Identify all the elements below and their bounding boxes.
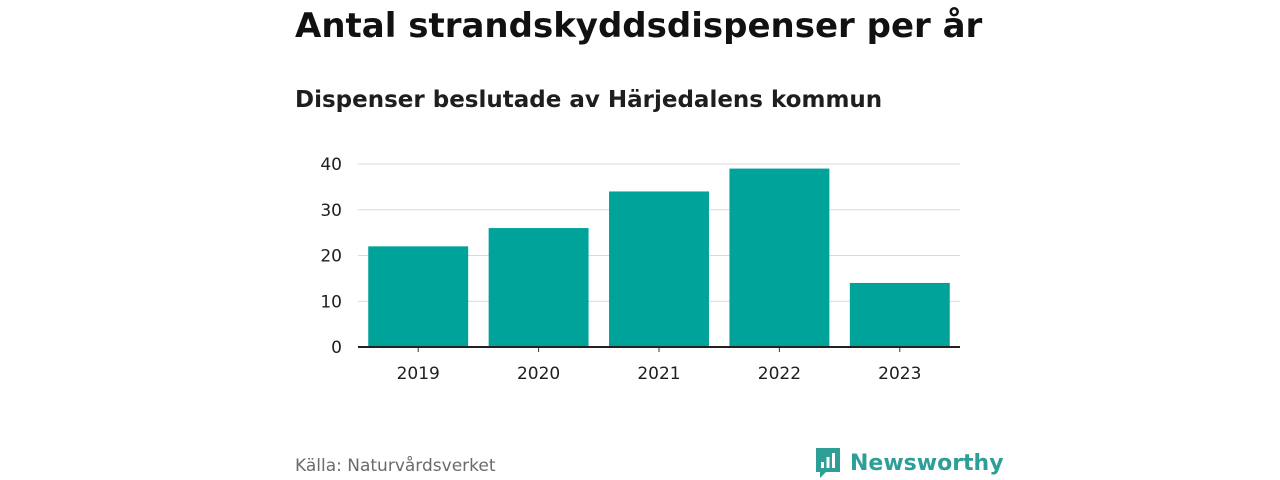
y-tick-label: 40: [320, 155, 342, 175]
chart-badge-icon: [816, 448, 840, 478]
y-tick-label: 10: [320, 292, 342, 312]
chart-subtitle: Dispenser beslutade av Härjedalens kommu…: [295, 87, 883, 113]
bar-2021: [609, 191, 709, 347]
x-tick-label: 2019: [397, 364, 440, 384]
newsworthy-logo: Newsworthy: [814, 446, 1004, 480]
y-tick-label: 20: [320, 247, 342, 267]
x-tick-label: 2021: [637, 364, 680, 384]
bar-2022: [729, 168, 830, 347]
bar-2023: [849, 282, 950, 347]
brand-name: Newsworthy: [850, 450, 1004, 476]
chart-title: Antal strandskyddsdispenser per år: [295, 6, 983, 46]
bar-2020: [488, 228, 589, 347]
bar-chart: 0 10 20 30 40 2019 2020 2021 2022 2023: [320, 155, 960, 384]
source-note: Källa: Naturvårdsverket: [295, 456, 496, 476]
x-tick-label: 2022: [758, 364, 801, 384]
y-tick-label: 0: [331, 338, 342, 358]
y-tick-label: 30: [320, 201, 342, 221]
x-tick-label: 2023: [878, 364, 921, 384]
x-tick-label: 2020: [517, 364, 560, 384]
bar-2019: [368, 246, 469, 347]
